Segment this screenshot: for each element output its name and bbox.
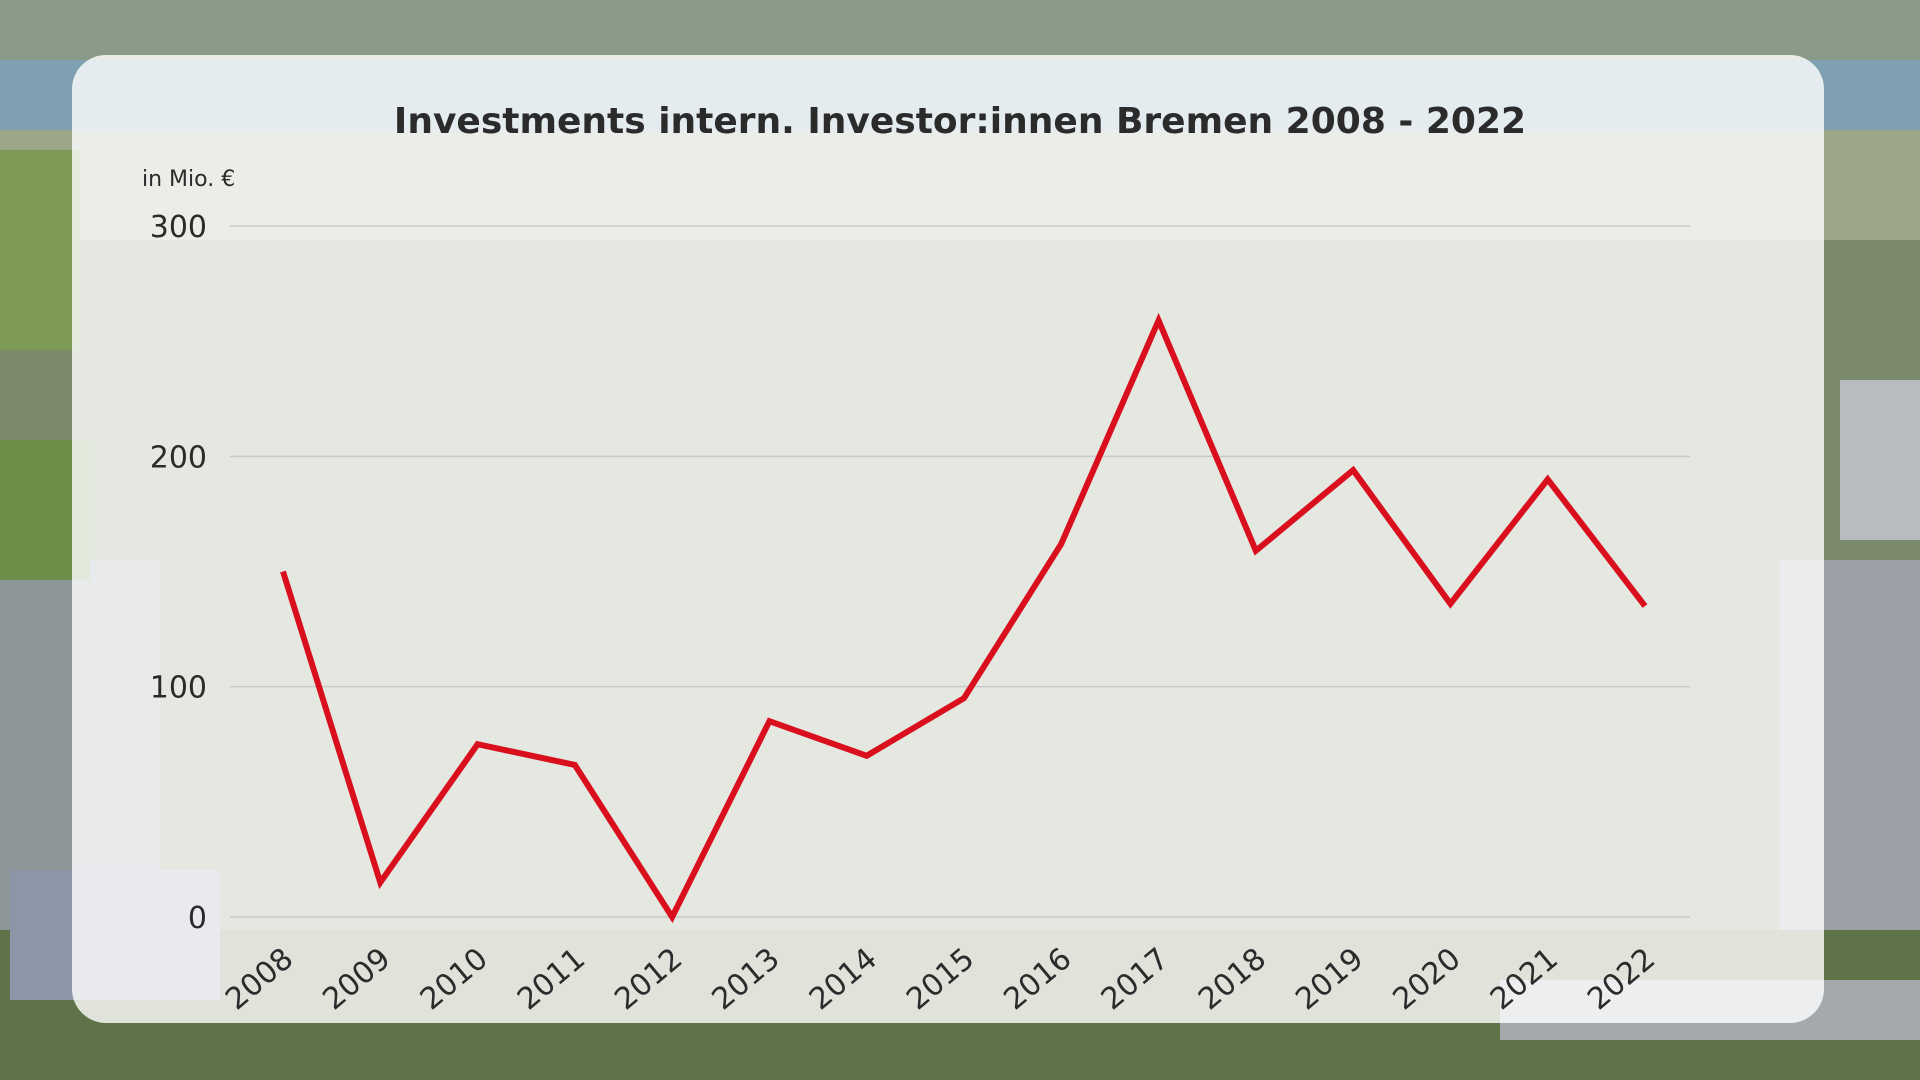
chart-panel bbox=[72, 55, 1824, 1023]
x-tick-label: 2017 bbox=[1095, 941, 1176, 1017]
x-tick-label: 2013 bbox=[706, 941, 787, 1017]
series-line bbox=[280, 312, 1648, 924]
y-tick-label: 100 bbox=[150, 671, 207, 706]
x-tick-label: 2009 bbox=[316, 941, 397, 1017]
data-points bbox=[282, 320, 1646, 918]
y-tick-label: 200 bbox=[150, 440, 207, 475]
x-tick-label: 2020 bbox=[1387, 941, 1468, 1017]
y-tick-label: 300 bbox=[150, 210, 207, 245]
x-tick-label: 2019 bbox=[1289, 941, 1370, 1017]
x-tick-label: 2022 bbox=[1581, 941, 1662, 1017]
x-tick-label: 2012 bbox=[608, 941, 689, 1017]
x-tick-label: 2021 bbox=[1484, 941, 1565, 1017]
unit-label: in Mio. € bbox=[142, 167, 235, 192]
gridlines bbox=[230, 225, 1690, 918]
x-tick-label: 2016 bbox=[997, 941, 1078, 1017]
y-axis-ticks: 0 100 200 300 bbox=[150, 210, 207, 936]
x-tick-label: 2015 bbox=[900, 941, 981, 1017]
x-tick-label: 2014 bbox=[803, 941, 884, 1017]
x-axis-ticks: 2008 2009 2010 2011 2012 2013 2014 2015 2016 2017… bbox=[219, 941, 1662, 1017]
x-tick-label: 2011 bbox=[511, 941, 592, 1017]
y-tick-label: 0 bbox=[188, 901, 207, 936]
x-tick-label: 2008 bbox=[219, 941, 300, 1017]
x-tick-label: 2010 bbox=[414, 941, 495, 1017]
x-tick-label: 2018 bbox=[1192, 941, 1273, 1017]
chart-title: Investments intern. Investor:innen Breme… bbox=[394, 101, 1526, 142]
